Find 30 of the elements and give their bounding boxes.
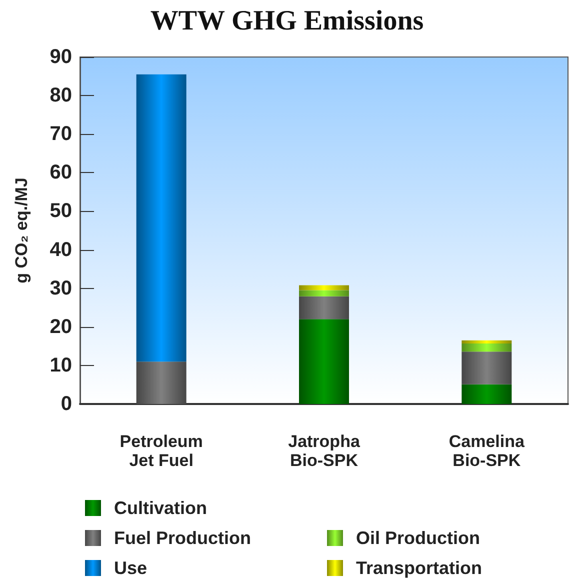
bar [462, 352, 512, 384]
x-tick-label: Camelina Bio-SPK [448, 432, 525, 470]
bar [299, 319, 349, 404]
y-tick-label: 90 [50, 46, 72, 68]
bar [299, 290, 349, 296]
y-tick-label: 80 [50, 84, 72, 107]
y-tick-label: 50 [50, 200, 72, 222]
y-tick-label: 30 [50, 277, 72, 300]
bar [462, 340, 512, 344]
bar [299, 285, 349, 290]
x-tick-label: Jatropha Bio-SPK [288, 432, 360, 470]
bar [462, 384, 512, 404]
y-tick-label: 20 [50, 316, 72, 338]
bar [136, 362, 186, 404]
bar [136, 74, 186, 362]
y-tick-label: 0 [60, 393, 72, 415]
x-tick-label: Petroleum Jet Fuel [120, 432, 203, 470]
y-tick-label: 60 [50, 162, 72, 184]
y-tick-label: 10 [50, 354, 72, 376]
bar [462, 343, 512, 352]
chart-title: WTW GHG Emissions [150, 6, 424, 36]
legend-label: Transportation [356, 558, 482, 578]
legend-label: Oil Production [356, 528, 480, 548]
y-tick-label: 40 [50, 238, 72, 261]
y-axis-title: g CO₂ eq./MJ [12, 178, 31, 284]
y-tick-label: 70 [50, 123, 72, 146]
legend-label: Fuel Production [114, 528, 251, 548]
legend-label: Use [114, 558, 148, 578]
bar [299, 296, 349, 320]
legend-label: Cultivation [114, 498, 207, 518]
